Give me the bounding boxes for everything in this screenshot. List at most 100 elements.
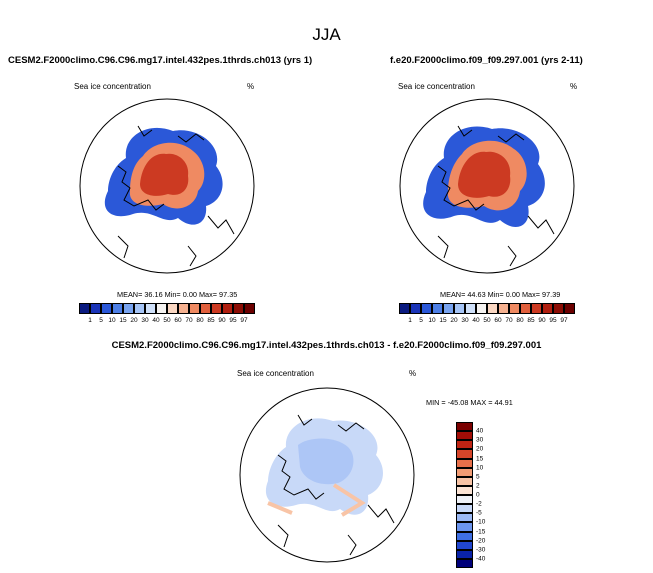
colorbar-tick-label: 80 (196, 317, 204, 324)
colorbar-swatch (421, 303, 432, 314)
colorbar-tick-label: -2 (476, 500, 482, 508)
colorbar-swatch (564, 303, 575, 314)
colorbar-tick-label: 60 (174, 317, 182, 324)
panel2-stats: MEAN= 44.63 Min= 0.00 Max= 97.39 (440, 290, 560, 299)
colorbar-swatch (553, 303, 564, 314)
panel1-min-label: Min= (164, 290, 181, 299)
colorbar-swatch (145, 303, 156, 314)
colorbar-tick-label: -5 (476, 509, 482, 517)
colorbar-tick-label: 50 (163, 317, 171, 324)
colorbar-tick-label: 1 (408, 317, 412, 324)
colorbar-swatch (456, 504, 473, 514)
colorbar-tick-label: 85 (527, 317, 535, 324)
colorbar-swatch (542, 303, 553, 314)
colorbar-swatch (244, 303, 255, 314)
colorbar-tick-label: 15 (476, 455, 484, 462)
panel2-max-label: Max= (521, 290, 541, 299)
colorbar-tick-label: -10 (476, 518, 486, 526)
colorbar-swatch (432, 303, 443, 314)
colorbar-tick-label: 1 (88, 317, 92, 324)
colorbar-swatch (456, 440, 473, 450)
colorbar-tick-label: 0 (476, 491, 480, 499)
colorbar-swatch (200, 303, 211, 314)
colorbar-tick-label: 30 (141, 317, 149, 324)
panel2-max-value: 97.39 (542, 290, 561, 299)
panel1-stats: MEAN= 36.16 Min= 0.00 Max= 97.35 (117, 290, 237, 299)
colorbar-tick-label: 5 (99, 317, 103, 324)
colorbar-tick-label: 20 (450, 317, 458, 324)
colorbar-swatch (456, 513, 473, 523)
panel2-title: f.e20.F2000climo.f09_f09.297.001 (yrs 2-… (390, 55, 583, 66)
panel1-title: CESM2.F2000climo.C96.C96.mg17.intel.432p… (8, 55, 313, 66)
colorbar-swatch (167, 303, 178, 314)
colorbar-tick-label: 40 (472, 317, 480, 324)
colorbar-tick-label: 40 (476, 427, 484, 435)
colorbar-tick-label: 30 (476, 436, 484, 444)
panel2-mean-value: 44.63 (467, 290, 486, 299)
colorbar-tick-label: 95 (229, 317, 237, 324)
panel1-map (79, 98, 255, 274)
panel1-land (117, 125, 235, 267)
panel2-colorbar (399, 303, 575, 314)
colorbar-tick-label: 97 (240, 317, 248, 324)
colorbar-tick-label: 50 (483, 317, 491, 324)
colorbar-swatch (79, 303, 90, 314)
colorbar-swatch (123, 303, 134, 314)
colorbar-swatch (476, 303, 487, 314)
colorbar-swatch (156, 303, 167, 314)
colorbar-swatch (456, 467, 473, 477)
colorbar-swatch (456, 449, 473, 459)
colorbar-swatch (222, 303, 233, 314)
panel2-map (399, 98, 575, 274)
colorbar-swatch (456, 558, 473, 568)
diff-minmax: MIN = -45.08 MAX = 44.91 (426, 398, 513, 407)
colorbar-tick-label: 30 (461, 317, 469, 324)
colorbar-swatch (178, 303, 189, 314)
colorbar-swatch (465, 303, 476, 314)
diff-field-neg (298, 438, 354, 485)
colorbar-swatch (101, 303, 112, 314)
panel2-min-label: Min= (487, 290, 504, 299)
colorbar-swatch (456, 485, 473, 495)
colorbar-swatch (90, 303, 101, 314)
colorbar-tick-label: 90 (538, 317, 546, 324)
diff-land (277, 414, 395, 556)
colorbar-swatch (134, 303, 145, 314)
colorbar-tick-label: 2 (476, 482, 480, 490)
colorbar-swatch (456, 522, 473, 532)
colorbar-tick-label: 95 (549, 317, 557, 324)
panel2-units: % (570, 82, 578, 91)
colorbar-tick-label: 60 (494, 317, 502, 324)
colorbar-tick-label: 5 (476, 473, 480, 481)
colorbar-swatch (112, 303, 123, 314)
panel1-colorbar (79, 303, 255, 314)
colorbar-swatch (531, 303, 542, 314)
panel2-land (437, 125, 555, 267)
colorbar-swatch (456, 495, 473, 505)
colorbar-tick-label: 70 (185, 317, 193, 324)
colorbar-tick-label: 10 (428, 317, 436, 324)
panel2-mean-label: MEAN= (440, 290, 466, 299)
colorbar-tick-label: 97 (560, 317, 568, 324)
diff-variable: Sea ice concentration (237, 369, 314, 378)
colorbar-tick-label: -30 (476, 546, 486, 554)
panel2-ice-core (458, 151, 511, 198)
colorbar-swatch (456, 549, 473, 559)
colorbar-tick-label: 20 (130, 317, 138, 324)
colorbar-swatch (456, 431, 473, 441)
colorbar-swatch (509, 303, 520, 314)
colorbar-tick-label: 70 (505, 317, 513, 324)
colorbar-tick-label: 10 (108, 317, 116, 324)
colorbar-swatch (456, 540, 473, 550)
colorbar-swatch (189, 303, 200, 314)
colorbar-swatch (520, 303, 531, 314)
colorbar-tick-label: 15 (439, 317, 447, 324)
colorbar-tick-label: 85 (207, 317, 215, 324)
panel1-ice-core (140, 153, 189, 196)
panel1-max-value: 97.35 (219, 290, 238, 299)
colorbar-swatch (456, 422, 473, 432)
panel1-mean-label: MEAN= (117, 290, 143, 299)
colorbar-swatch (233, 303, 244, 314)
colorbar-tick-label: 40 (152, 317, 160, 324)
colorbar-swatch (487, 303, 498, 314)
